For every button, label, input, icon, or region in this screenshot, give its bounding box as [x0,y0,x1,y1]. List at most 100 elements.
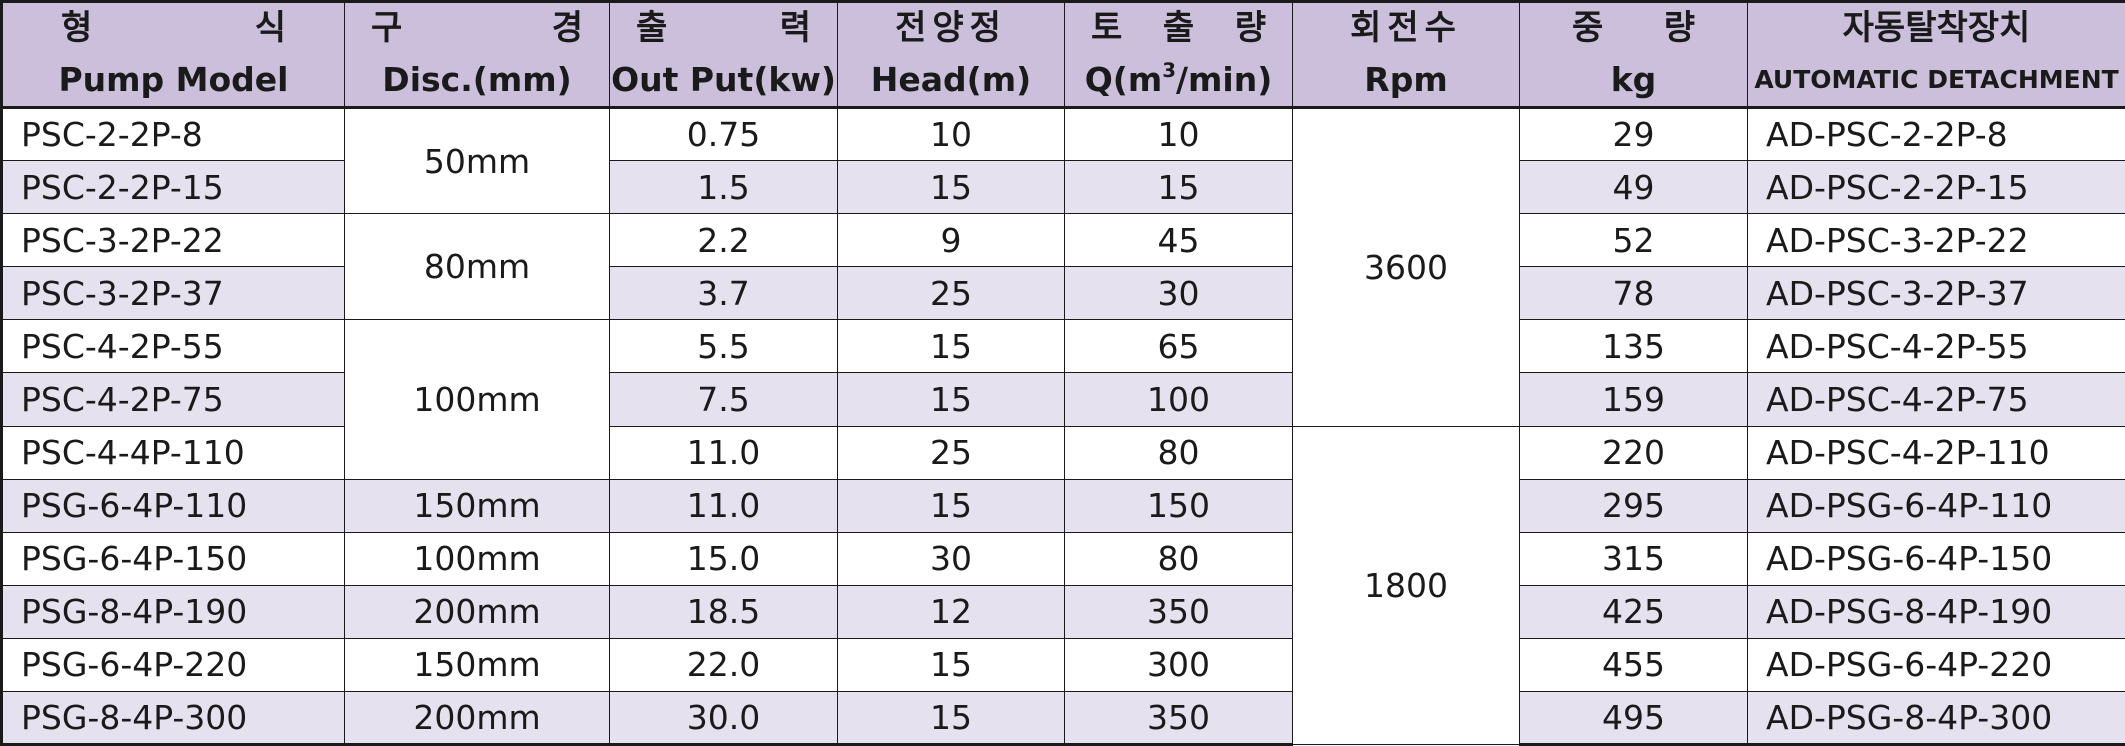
cell-pump-model: PSG-6-4P-150 [0,531,345,586]
cell-pump-model: PSC-2-2P-15 [0,160,345,215]
header-head-en: Head(m) [837,53,1065,110]
cell-output: 1.5 [609,160,838,215]
table-row: PSC-3-2P-37 3.7 25 30 78 AD-PSC-3-2P-37 [0,266,2125,321]
cell-output: 0.75 [609,107,838,162]
cell-disc: 200mm [344,690,610,746]
cell-auto-detachment: AD-PSC-4-2P-75 [1747,372,2125,427]
cell-disc: 50mm [344,107,610,215]
cell-auto-detachment: AD-PSG-8-4P-190 [1747,584,2125,639]
cell-pump-model: PSG-8-4P-190 [0,584,345,639]
cell-head: 12 [837,584,1065,639]
cell-pump-model: PSG-6-4P-220 [0,637,345,692]
cell-head: 15 [837,372,1065,427]
table-row: PSG-8-4P-190 200mm 18.5 12 350 425 AD-PSG-8-4P… [0,584,2125,639]
cell-output: 15.0 [609,531,838,586]
cell-flow: 45 [1064,213,1293,268]
table-row: PSG-6-4P-150 100mm 15.0 30 80 315 AD-PSG-6-4P-… [0,531,2125,586]
cell-head: 15 [837,160,1065,215]
cell-flow: 65 [1064,319,1293,374]
cell-pump-model: PSC-3-2P-22 [0,213,345,268]
cell-head: 15 [837,637,1065,692]
table-row: PSC-3-2P-22 80mm 2.2 9 45 52 AD-PSC-3-2P-22 [0,213,2125,321]
header-head-ko: 전양정 [837,0,1065,54]
cell-rpm: 1800 [1292,425,1520,745]
cell-weight: 49 [1519,160,1748,215]
cell-flow: 30 [1064,266,1293,321]
cell-rpm: 3600 [1292,107,1520,427]
table-row: PSC-4-2P-75 7.5 15 100 159 AD-PSC-4-2P-75 [0,372,2125,427]
header-disc-en: Disc.(mm) [344,53,610,110]
header-output-en: Out Put(kw) [609,53,838,110]
cell-flow: 300 [1064,637,1293,692]
header-detach-ko: 자동탈착장치 [1747,0,2125,54]
header-rpm-en: Rpm [1292,53,1520,110]
cell-disc: 150mm [344,478,610,533]
cell-flow: 15 [1064,160,1293,215]
cell-pump-model: PSC-4-2P-75 [0,372,345,427]
cell-flow: 100 [1064,372,1293,427]
table-row: PSC-2-2P-8 50mm 0.75 10 10 3600 29 AD-PSC-2-2P-… [0,107,2125,427]
cell-flow: 10 [1064,107,1293,162]
cell-auto-detachment: AD-PSC-3-2P-22 [1747,213,2125,268]
header-flow-en: Q(m3/min) [1064,53,1293,110]
cell-output: 18.5 [609,584,838,639]
cell-output: 3.7 [609,266,838,321]
cell-auto-detachment: AD-PSC-2-2P-8 [1747,107,2125,162]
cell-pump-model: PSC-2-2P-8 [0,107,345,162]
cell-output: 7.5 [609,372,838,427]
cell-flow: 80 [1064,425,1293,480]
cell-auto-detachment: AD-PSC-4-2P-55 [1747,319,2125,374]
cell-output: 2.2 [609,213,838,268]
header-model-en: Pump Model [0,53,345,110]
table-row: PSG-6-4P-110 150mm 11.0 15 150 295 AD-PSG-6-4P… [0,478,2125,533]
cell-output: 11.0 [609,478,838,533]
table-row: PSG-8-4P-300 200mm 30.0 15 350 495 AD-PSG-8-4P… [0,690,2125,746]
cell-head: 10 [837,107,1065,162]
header-row-english: Pump Model Disc.(mm) Out Put(kw) Head(m)… [0,53,2125,110]
cell-output: 22.0 [609,637,838,692]
cell-pump-model: PSC-3-2P-37 [0,266,345,321]
cell-head: 9 [837,213,1065,268]
header-weight-en: kg [1519,53,1748,110]
table-row: PSC-2-2P-15 1.5 15 15 49 AD-PSC-2-2P-15 [0,160,2125,215]
cell-pump-model: PSC-4-4P-110 [0,425,345,480]
cell-disc: 200mm [344,584,610,639]
cell-weight: 455 [1519,637,1748,692]
cell-disc: 100mm [344,319,610,480]
cell-pump-model: PSG-6-4P-110 [0,478,345,533]
cell-weight: 135 [1519,319,1748,374]
cell-auto-detachment: AD-PSC-2-2P-15 [1747,160,2125,215]
cell-head: 30 [837,531,1065,586]
header-detach-en: AUTOMATIC DETACHMENT [1747,53,2125,110]
cell-weight: 52 [1519,213,1748,268]
table-row: PSC-4-2P-55 100mm 5.5 15 65 135 AD-PSC-4-2P-55 [0,319,2125,480]
cell-auto-detachment: AD-PSG-6-4P-150 [1747,531,2125,586]
cell-output: 11.0 [609,425,838,480]
cell-disc: 150mm [344,637,610,692]
cell-pump-model: PSG-8-4P-300 [0,690,345,746]
cell-disc: 100mm [344,531,610,586]
cell-weight: 495 [1519,690,1748,746]
cell-head: 15 [837,319,1065,374]
cell-weight: 29 [1519,107,1748,162]
cell-flow: 80 [1064,531,1293,586]
cell-head: 25 [837,425,1065,480]
cell-flow: 350 [1064,584,1293,639]
cell-weight: 425 [1519,584,1748,639]
cell-auto-detachment: AD-PSG-6-4P-110 [1747,478,2125,533]
cell-head: 15 [837,690,1065,746]
cell-flow: 350 [1064,690,1293,746]
cell-head: 25 [837,266,1065,321]
cell-output: 5.5 [609,319,838,374]
table-row: PSC-4-4P-110 11.0 25 80 1800 220 AD-PSC-4-2P-1… [0,425,2125,745]
cell-weight: 78 [1519,266,1748,321]
cell-auto-detachment: AD-PSC-3-2P-37 [1747,266,2125,321]
cell-pump-model: PSC-4-2P-55 [0,319,345,374]
cell-weight: 295 [1519,478,1748,533]
